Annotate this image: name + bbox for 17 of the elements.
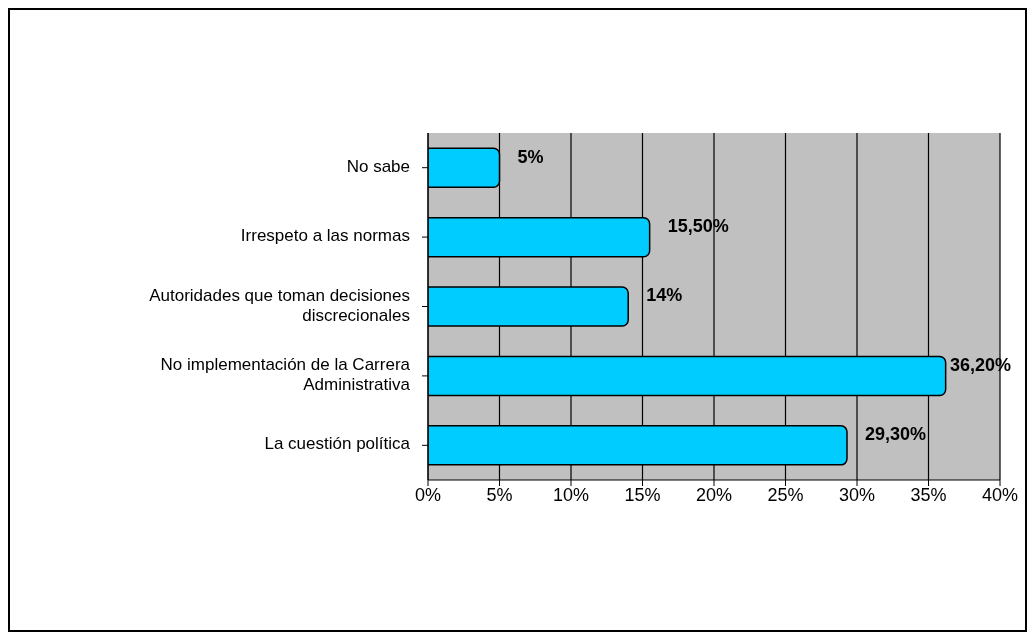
x-tick-label: 15% (624, 484, 661, 505)
y-tick-label: Irrespeto a las normas (240, 226, 410, 246)
x-tick-label: 35% (910, 484, 947, 505)
y-tick-label: No implementación de la Carrera Administrativa (160, 355, 411, 395)
y-tick-label: No sabe (346, 157, 410, 177)
x-tick-label: 25% (767, 484, 804, 505)
y-tick-label: Autoridades que toman decisiones discrecionales (149, 285, 410, 325)
x-tick-label: 10% (552, 484, 590, 505)
x-tick-label: 20% (695, 484, 733, 505)
x-tick-label: 40% (981, 484, 1019, 505)
data-label: 5% (517, 146, 544, 167)
y-tick-label: La cuestión política (264, 434, 411, 454)
x-tick-label: 5% (486, 484, 513, 505)
x-tick-label: 0% (414, 484, 442, 505)
data-label: 29,30% (864, 424, 927, 445)
x-tick-label: 30% (838, 484, 876, 505)
data-label: 14% (646, 285, 683, 306)
